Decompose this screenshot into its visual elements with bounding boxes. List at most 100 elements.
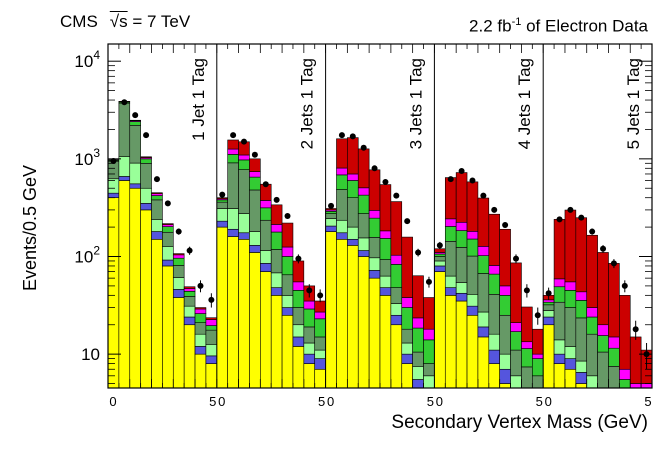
data-point bbox=[600, 245, 607, 252]
bar-red bbox=[129, 119, 141, 122]
bar-magenta bbox=[292, 281, 305, 291]
bar-blue bbox=[281, 307, 294, 316]
bar-yellow bbox=[227, 236, 239, 389]
bar-darkgreen bbox=[466, 255, 479, 295]
bar-magenta bbox=[227, 148, 239, 155]
bar-green bbox=[151, 195, 163, 201]
energy-label: = 7 TeV bbox=[132, 12, 191, 31]
bar-green bbox=[444, 226, 457, 242]
bar-red bbox=[499, 228, 511, 287]
bar-lightgreen bbox=[162, 246, 174, 261]
bar-green bbox=[347, 180, 359, 198]
bar-yellow bbox=[379, 295, 392, 389]
data-point bbox=[208, 296, 215, 303]
bar-magenta bbox=[260, 200, 272, 209]
data-point bbox=[589, 228, 596, 235]
bar-blue bbox=[303, 353, 316, 364]
data-point bbox=[273, 196, 280, 203]
bar-blue bbox=[140, 203, 152, 211]
data-point bbox=[632, 326, 639, 333]
data-point bbox=[143, 132, 150, 139]
x-tick-label: 5 bbox=[427, 394, 434, 409]
data-point bbox=[502, 222, 509, 229]
bar-yellow bbox=[357, 256, 370, 389]
bar-darkgreen bbox=[542, 304, 555, 311]
bar-lightgreen bbox=[423, 375, 435, 389]
data-point bbox=[306, 287, 313, 294]
bar-magenta bbox=[423, 328, 435, 341]
bar-blue bbox=[542, 316, 555, 326]
bar-blue bbox=[205, 355, 218, 364]
bar-lightgreen bbox=[281, 295, 294, 308]
bar-darkgreen bbox=[499, 314, 511, 355]
bar-lightgreen bbox=[303, 342, 316, 355]
bar-green bbox=[510, 331, 522, 351]
bar-yellow bbox=[270, 295, 283, 389]
bar-red bbox=[597, 252, 609, 326]
stacked-bars bbox=[107, 101, 653, 389]
bar-darkgreen bbox=[194, 322, 207, 335]
data-point bbox=[436, 242, 443, 249]
bar-lightgreen bbox=[336, 219, 348, 234]
bar-yellow bbox=[477, 336, 490, 389]
bar-green bbox=[281, 256, 294, 276]
bar-red bbox=[477, 197, 490, 247]
bar-magenta bbox=[194, 308, 207, 314]
data-point bbox=[230, 132, 237, 139]
bar-red bbox=[434, 248, 446, 253]
bar-darkgreen bbox=[434, 256, 446, 262]
bar-green bbox=[194, 313, 207, 323]
bar-blue bbox=[270, 287, 283, 296]
bar-magenta bbox=[640, 383, 653, 389]
bar-red bbox=[172, 253, 185, 256]
data-point bbox=[404, 218, 411, 225]
bar-yellow bbox=[542, 324, 555, 389]
bar-darkgreen bbox=[151, 199, 163, 220]
bar-yellow bbox=[118, 180, 131, 389]
bar-yellow bbox=[238, 238, 250, 389]
bar-red bbox=[249, 158, 261, 172]
data-point bbox=[284, 212, 291, 219]
bar-blue bbox=[368, 270, 381, 279]
bar-red bbox=[205, 317, 218, 320]
data-point bbox=[121, 99, 128, 106]
bar-lightgreen bbox=[564, 346, 577, 359]
bar-magenta bbox=[347, 173, 359, 181]
bar-green bbox=[303, 308, 316, 328]
bar-yellow bbox=[194, 353, 207, 389]
data-point bbox=[110, 158, 117, 165]
bar-yellow bbox=[260, 271, 272, 389]
bar-lightgreen bbox=[270, 272, 283, 288]
bar-red bbox=[444, 177, 457, 220]
bar-green bbox=[336, 174, 348, 190]
bar-darkgreen bbox=[357, 213, 370, 239]
data-point bbox=[469, 177, 476, 184]
bar-magenta bbox=[597, 324, 609, 336]
bar-lightgreen bbox=[379, 275, 392, 288]
data-point bbox=[534, 312, 541, 319]
bar-green bbox=[325, 211, 337, 214]
bar-green bbox=[162, 226, 174, 233]
bar-darkgreen bbox=[205, 329, 218, 345]
bar-blue bbox=[194, 346, 207, 355]
bar-green bbox=[488, 273, 500, 295]
panel-label: 2 Jets 1 Tag bbox=[298, 58, 317, 149]
bar-blue bbox=[466, 305, 479, 316]
bar-darkgreen bbox=[303, 326, 316, 344]
data-point bbox=[545, 290, 552, 297]
data-point bbox=[241, 138, 247, 145]
bar-darkgreen bbox=[586, 333, 598, 377]
bar-lightgreen bbox=[216, 208, 228, 222]
bar-magenta bbox=[455, 221, 468, 231]
bar-yellow bbox=[336, 238, 348, 389]
data-point bbox=[132, 112, 139, 119]
bar-magenta bbox=[499, 285, 511, 296]
bar-red bbox=[564, 209, 577, 283]
bar-green bbox=[619, 379, 631, 389]
bar-lightgreen bbox=[466, 293, 479, 307]
bar-red bbox=[162, 223, 174, 225]
bar-green bbox=[401, 307, 413, 330]
bar-lightgreen bbox=[107, 178, 120, 194]
bar-blue bbox=[238, 232, 250, 240]
bar-lightgreen bbox=[314, 349, 326, 359]
